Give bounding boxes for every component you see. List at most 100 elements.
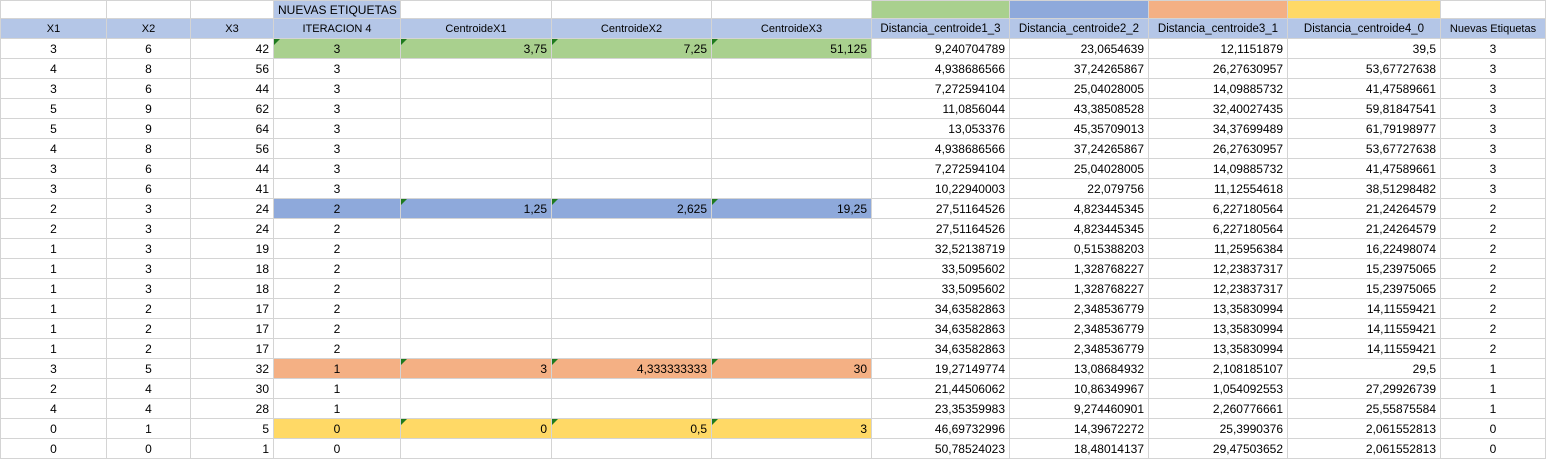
cell-x2[interactable]: 8	[106, 58, 191, 79]
cell-x2[interactable]: 3	[106, 278, 191, 299]
cell-x1[interactable]: 1	[0, 338, 107, 359]
cell-distancia-1[interactable]: 27,51164526	[871, 198, 1010, 219]
cell-distancia-1[interactable]: 9,240704789	[871, 38, 1010, 59]
cell-x2[interactable]: 2	[106, 298, 191, 319]
cell-nuevas-etiquetas[interactable]: 2	[1440, 198, 1546, 219]
cell-centroide-x1[interactable]	[400, 238, 552, 259]
header-centroide-x3[interactable]: CentroideX3	[711, 18, 872, 39]
cell-centroide-x2[interactable]: 2,625	[551, 198, 712, 219]
cell-distancia-2[interactable]: 37,24265867	[1009, 138, 1149, 159]
cell-distancia-4[interactable]: 53,67727638	[1287, 138, 1441, 159]
cell-distancia-3[interactable]: 12,23837317	[1148, 258, 1288, 279]
cell-centroide-x2[interactable]	[551, 438, 712, 459]
cell-nuevas-etiquetas[interactable]: 1	[1440, 378, 1546, 399]
cell-iteracion[interactable]: 2	[273, 218, 401, 239]
cell-centroide-x3[interactable]	[711, 158, 872, 179]
cell-x1[interactable]: 4	[0, 138, 107, 159]
cell-x2[interactable]: 9	[106, 98, 191, 119]
cell-iteracion[interactable]: 2	[273, 198, 401, 219]
cell-iteracion[interactable]: 3	[273, 138, 401, 159]
header-iteracion[interactable]: ITERACION 4	[273, 18, 401, 39]
cell-distancia-3[interactable]: 6,227180564	[1148, 218, 1288, 239]
cell-iteracion[interactable]: 1	[273, 358, 401, 379]
cell-centroide-x3[interactable]: 30	[711, 358, 872, 379]
cell-iteracion[interactable]: 3	[273, 58, 401, 79]
cell-x1[interactable]: 3	[0, 78, 107, 99]
cell-distancia-2[interactable]: 43,38508528	[1009, 98, 1149, 119]
header-distancia-1[interactable]: Distancia_centroide1_3	[871, 18, 1010, 39]
cell-distancia-2[interactable]: 9,274460901	[1009, 398, 1149, 419]
cell-distancia-1[interactable]: 4,938686566	[871, 58, 1010, 79]
cell[interactable]	[0, 0, 107, 19]
cell-x2[interactable]: 6	[106, 38, 191, 59]
cell-nuevas-etiquetas[interactable]: 3	[1440, 178, 1546, 199]
cell-x3[interactable]: 18	[190, 278, 274, 299]
cell-nuevas-etiquetas[interactable]: 3	[1440, 58, 1546, 79]
cell-x2[interactable]: 3	[106, 258, 191, 279]
cell-distancia-3[interactable]: 12,23837317	[1148, 278, 1288, 299]
cell-distancia-2[interactable]: 2,348536779	[1009, 338, 1149, 359]
cell-x3[interactable]: 18	[190, 258, 274, 279]
cell-centroide-x3[interactable]	[711, 378, 872, 399]
cell-iteracion[interactable]: 1	[273, 398, 401, 419]
cell-nuevas-etiquetas[interactable]: 1	[1440, 358, 1546, 379]
cell-x2[interactable]: 4	[106, 378, 191, 399]
cell-distancia-2[interactable]: 25,04028005	[1009, 158, 1149, 179]
cell-centroide-x3[interactable]	[711, 398, 872, 419]
cell-distancia-1[interactable]: 7,272594104	[871, 158, 1010, 179]
cell-distancia-2[interactable]: 22,079756	[1009, 178, 1149, 199]
cell-centroide-x2[interactable]	[551, 118, 712, 139]
cell-distancia-3[interactable]: 13,35830994	[1148, 318, 1288, 339]
cell-distancia-3[interactable]: 32,40027435	[1148, 98, 1288, 119]
cell-centroide-x1[interactable]	[400, 178, 552, 199]
cell-nuevas-etiquetas[interactable]: 3	[1440, 158, 1546, 179]
header-distancia-3[interactable]: Distancia_centroide3_1	[1148, 18, 1288, 39]
cell-centroide-x2[interactable]	[551, 278, 712, 299]
cell-x1[interactable]: 0	[0, 418, 107, 439]
cell-x3[interactable]: 62	[190, 98, 274, 119]
cell-distancia-3[interactable]: 2,108185107	[1148, 358, 1288, 379]
cell-distancia-1[interactable]: 23,35359983	[871, 398, 1010, 419]
cell-iteracion[interactable]: 1	[273, 378, 401, 399]
cell-distancia-1[interactable]: 33,5095602	[871, 258, 1010, 279]
cell-x3[interactable]: 19	[190, 238, 274, 259]
cell-distancia-2[interactable]: 37,24265867	[1009, 58, 1149, 79]
cell-iteracion[interactable]: 2	[273, 238, 401, 259]
cell-x1[interactable]: 1	[0, 298, 107, 319]
cell-x2[interactable]: 9	[106, 118, 191, 139]
cell-x3[interactable]: 17	[190, 298, 274, 319]
cell-nuevas-etiquetas[interactable]: 0	[1440, 418, 1546, 439]
cell-distancia-3[interactable]: 14,09885732	[1148, 78, 1288, 99]
cell-distancia-1[interactable]: 50,78524023	[871, 438, 1010, 459]
cell-x2[interactable]: 3	[106, 198, 191, 219]
cell-centroide-x3[interactable]	[711, 78, 872, 99]
header-distancia-4[interactable]: Distancia_centroide4_0	[1287, 18, 1441, 39]
cell-centroide-x3[interactable]	[711, 178, 872, 199]
cell-centroide-x1[interactable]	[400, 218, 552, 239]
cell-distancia-4[interactable]: 59,81847541	[1287, 98, 1441, 119]
cell-centroide-x2[interactable]: 0,5	[551, 418, 712, 439]
cell-distancia-4[interactable]: 15,23975065	[1287, 258, 1441, 279]
cell-centroide-x1[interactable]: 1,25	[400, 198, 552, 219]
cell-centroide-x3[interactable]	[711, 278, 872, 299]
cell-distancia-1[interactable]: 34,63582863	[871, 318, 1010, 339]
cell-x1[interactable]: 2	[0, 198, 107, 219]
cell-centroide-x2[interactable]	[551, 378, 712, 399]
cell-distancia-3[interactable]: 13,35830994	[1148, 298, 1288, 319]
cell-distancia-4[interactable]: 14,11559421	[1287, 298, 1441, 319]
header-nuevas-etiquetas[interactable]: Nuevas Etiquetas	[1440, 18, 1546, 39]
cell-x3[interactable]: 5	[190, 418, 274, 439]
cell-centroide-x2[interactable]	[551, 218, 712, 239]
cell-nuevas-etiquetas[interactable]: 3	[1440, 78, 1546, 99]
cell-iteracion[interactable]: 2	[273, 318, 401, 339]
cell-distancia-3[interactable]: 1,054092553	[1148, 378, 1288, 399]
cell-centroide-x3[interactable]: 51,125	[711, 38, 872, 59]
cell-centroide-x1[interactable]	[400, 58, 552, 79]
cell-distancia-4[interactable]: 14,11559421	[1287, 338, 1441, 359]
cell-x1[interactable]: 1	[0, 318, 107, 339]
cell-x2[interactable]: 4	[106, 398, 191, 419]
cell-x2[interactable]: 3	[106, 218, 191, 239]
cell-centroide-x2[interactable]	[551, 178, 712, 199]
header-x2[interactable]: X2	[106, 18, 191, 39]
cell-x3[interactable]: 17	[190, 318, 274, 339]
